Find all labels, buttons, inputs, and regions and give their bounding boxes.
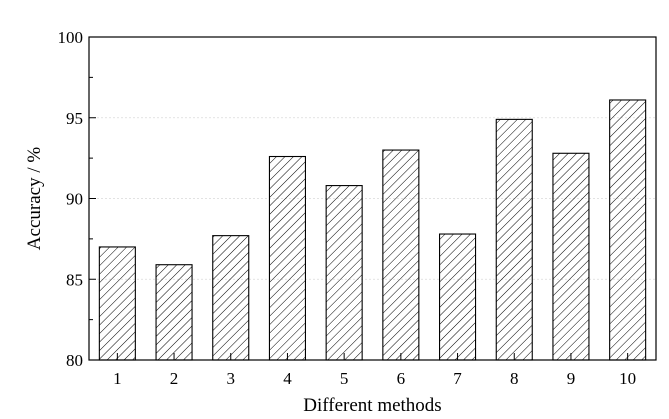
bar-method-6 bbox=[382, 149, 420, 361]
y-tick-label: 95 bbox=[66, 109, 83, 128]
bar-method-4 bbox=[268, 155, 307, 361]
bar-method-8 bbox=[495, 118, 533, 361]
bar-method-5 bbox=[325, 185, 363, 361]
x-tick-label: 2 bbox=[170, 369, 179, 388]
x-tick-label: 3 bbox=[227, 369, 236, 388]
bar-method-7 bbox=[438, 233, 477, 361]
bar-method-2 bbox=[155, 264, 193, 361]
bar-method-1 bbox=[98, 246, 136, 361]
x-tick-label: 1 bbox=[113, 369, 122, 388]
x-tick-label: 4 bbox=[283, 369, 292, 388]
y-axis-ticks: 80 85 90 95 100 bbox=[58, 28, 96, 370]
y-tick-label: 100 bbox=[58, 28, 84, 47]
y-tick-label: 80 bbox=[66, 351, 83, 370]
x-tick-label: 6 bbox=[397, 369, 406, 388]
x-tick-label: 7 bbox=[453, 369, 462, 388]
x-tick-label: 10 bbox=[619, 369, 636, 388]
bar-method-3 bbox=[212, 235, 250, 361]
x-tick-label: 8 bbox=[510, 369, 519, 388]
x-axis-ticks: 1 2 3 4 5 6 7 8 9 10 bbox=[113, 353, 636, 388]
x-axis-title: Different methods bbox=[303, 395, 441, 416]
bar-method-9 bbox=[552, 152, 590, 361]
y-tick-label: 85 bbox=[66, 270, 83, 289]
x-tick-label: 9 bbox=[567, 369, 576, 388]
y-tick-label: 90 bbox=[66, 190, 83, 209]
bars bbox=[98, 99, 647, 361]
bar-method-10 bbox=[609, 99, 647, 361]
x-tick-label: 5 bbox=[340, 369, 349, 388]
y-axis-title: Accuracy / % bbox=[24, 147, 45, 251]
